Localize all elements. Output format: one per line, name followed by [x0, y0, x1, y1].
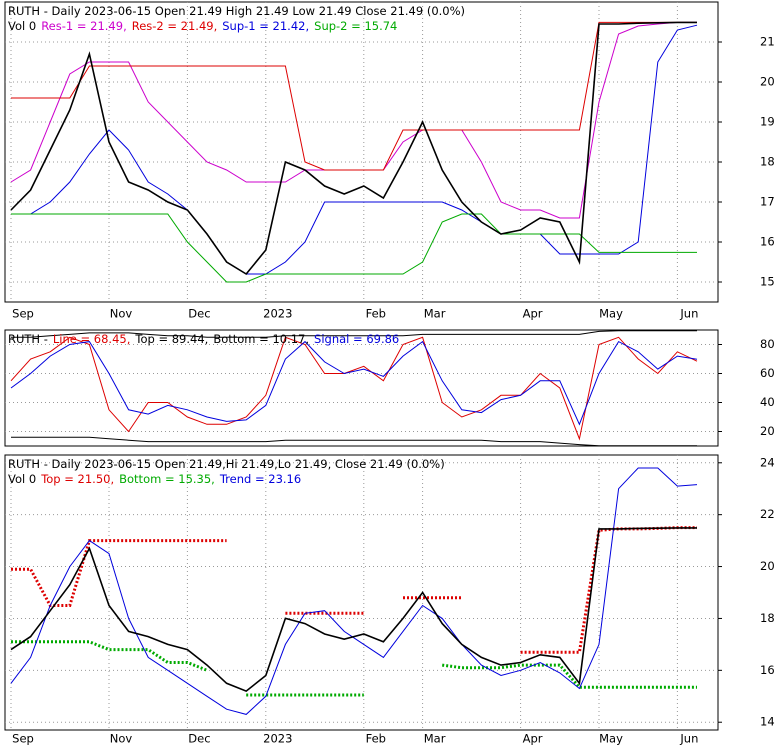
- indicator-line: [11, 436, 697, 447]
- x-tick-label: Mar: [424, 732, 446, 745]
- indicator-line: [10, 527, 697, 693]
- x-tick-label: Jun: [679, 732, 698, 745]
- indicator-line: [10, 340, 698, 426]
- x-tick-label: Apr: [523, 732, 543, 745]
- y-tick-label: 21: [760, 35, 775, 49]
- legend-line: RUTH - Line = 68.45, Top = 89.44, Bottom = …: [8, 332, 399, 346]
- x-tick-label: Feb: [366, 307, 386, 321]
- y-tick-label: 15: [760, 275, 775, 289]
- x-tick-label: Feb: [366, 732, 386, 745]
- y-tick-label: 60: [760, 366, 775, 380]
- x-tick-label: Nov: [110, 732, 133, 745]
- y-tick-label: 18: [760, 611, 775, 625]
- y-tick-label: 20: [760, 75, 775, 89]
- x-tick-label: Jun: [679, 307, 698, 321]
- legend-entry: Line = 68.45,: [53, 332, 131, 346]
- panel-frame: [4, 454, 719, 731]
- y-tick-label: 14: [760, 715, 775, 729]
- indicator-line: [11, 213, 697, 283]
- legend-entry: Signal = 69.86: [314, 332, 399, 346]
- indicator-line: [10, 21, 697, 276]
- x-tick-label: May: [599, 307, 623, 321]
- panel-subtitle: Vol 0: [8, 19, 36, 33]
- y-tick-label: 17: [760, 195, 775, 209]
- x-tick-label: Nov: [110, 307, 133, 321]
- indicator-line: [11, 24, 698, 275]
- x-tick-label: Dec: [188, 307, 210, 321]
- legend-line: Vol 0 Top = 21.50, Bottom = 15.35, Trend = …: [8, 472, 301, 486]
- y-tick-label: 24: [760, 455, 775, 469]
- indicator-line: [11, 526, 697, 654]
- legend-entry: Trend = 23.16: [219, 472, 301, 486]
- x-tick-label: May: [599, 732, 623, 745]
- y-tick-label: 40: [760, 395, 775, 409]
- x-tick-label: Apr: [523, 307, 543, 321]
- x-tick-label: Sep: [12, 307, 34, 321]
- x-tick-label: Mar: [424, 307, 446, 321]
- indicator-line: [11, 330, 697, 338]
- legend-entry: Top = 21.50,: [40, 472, 114, 486]
- legend-entry: Res-2 = 21.49,: [132, 19, 218, 33]
- panel-subtitle: Vol 0: [8, 472, 36, 486]
- legend-entry: Bottom = 15.35,: [119, 472, 215, 486]
- legend-entry: Top = 89.44,: [134, 332, 208, 346]
- y-tick-label: 22: [760, 507, 775, 521]
- panel-title: RUTH - Daily 2023-06-15 Open 21.49 High …: [8, 4, 465, 18]
- x-tick-label: Dec: [188, 732, 210, 745]
- legend-line: RUTH - Daily 2023-06-15 Open 21.49 High …: [8, 4, 465, 18]
- panel-frame: [4, 1, 719, 303]
- panel-frame: [4, 329, 719, 447]
- y-tick-label: 20: [760, 424, 775, 438]
- y-tick-label: 16: [760, 663, 775, 677]
- legend-line: RUTH - Daily 2023-06-15 Open 21.49,Hi 21…: [8, 457, 445, 471]
- x-tick-label: 2023: [263, 732, 292, 745]
- y-tick-label: 16: [760, 235, 775, 249]
- legend-entry: Res-1 = 21.49,: [41, 19, 127, 33]
- indicator-line: [11, 21, 697, 171]
- indicator-line: [10, 467, 698, 715]
- indicator-line: [10, 336, 698, 441]
- y-tick-label: 20: [760, 559, 775, 573]
- panel-title: RUTH -: [8, 332, 48, 346]
- x-tick-label: Sep: [12, 732, 34, 745]
- legend-line: Vol 0 Res-1 = 21.49, Res-2 = 21.49, Sup-1 =…: [8, 19, 397, 33]
- legend-entry: Sup-2 = 15.74: [314, 19, 397, 33]
- legend-entry: Sup-1 = 21.42,: [222, 19, 309, 33]
- y-tick-label: 80: [760, 337, 775, 351]
- y-tick-label: 18: [760, 155, 775, 169]
- panel-title: RUTH - Daily 2023-06-15 Open 21.49,Hi 21…: [8, 457, 445, 471]
- y-tick-label: 19: [760, 115, 775, 129]
- x-tick-label: 2023: [263, 307, 292, 321]
- indicator-line: [11, 640, 697, 697]
- legend-entry: Bottom = 10.17,: [213, 332, 309, 346]
